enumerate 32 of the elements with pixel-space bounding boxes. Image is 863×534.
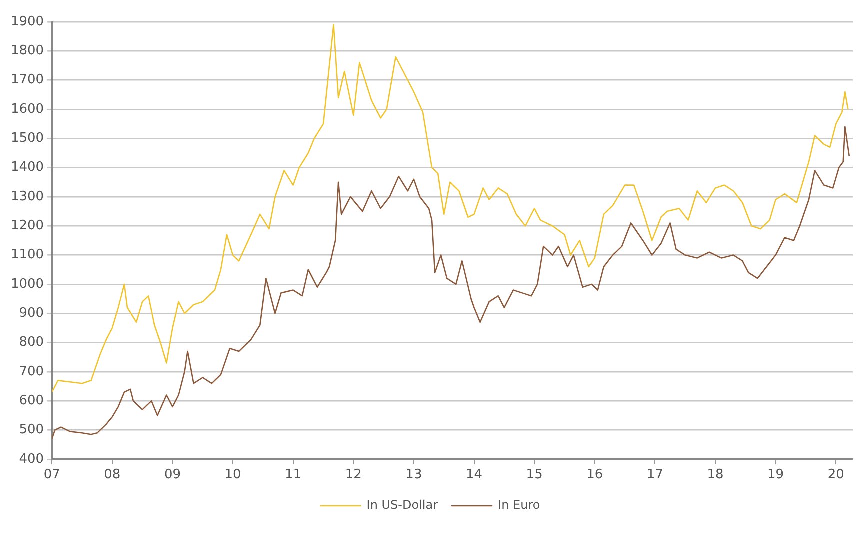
y-tick-label: 1600: [10, 102, 44, 117]
y-tick-label: 900: [19, 306, 44, 321]
x-tick-label: 16: [586, 468, 604, 483]
y-tick-label: 500: [19, 422, 44, 438]
y-tick-label: 800: [19, 335, 44, 350]
x-tick-label: 11: [285, 468, 302, 483]
y-tick-label: 1700: [10, 72, 44, 88]
x-tick-label: 20: [828, 468, 844, 483]
x-tick-label: 12: [345, 468, 362, 483]
x-tick-label: 08: [104, 468, 121, 483]
x-tick-label: 19: [768, 468, 784, 483]
y-tick-label: 1100: [10, 248, 44, 263]
x-tick-label: 07: [44, 468, 60, 483]
y-tick-label: 1300: [10, 189, 44, 204]
y-tick-label: 1400: [10, 160, 44, 176]
legend-label: In Euro: [498, 498, 540, 512]
y-tick-label: 1900: [10, 14, 44, 30]
legend-label: In US-Dollar: [366, 498, 438, 512]
y-tick-label: 1800: [10, 44, 44, 59]
x-tick-label: 09: [164, 468, 181, 483]
y-tick-label: 400: [19, 452, 44, 467]
x-tick-label: 15: [526, 468, 543, 483]
x-tick-label: 18: [707, 468, 724, 483]
y-tick-label: 700: [19, 364, 44, 380]
y-tick-label: 1000: [10, 276, 44, 292]
x-tick-label: 13: [406, 468, 422, 483]
y-tick-label: 1200: [10, 218, 44, 234]
x-tick-label: 17: [646, 468, 664, 483]
y-tick-label: 600: [19, 393, 44, 408]
y-tick-label: 1500: [10, 131, 44, 146]
x-tick-label: 10: [224, 468, 242, 483]
x-tick-label: 14: [466, 468, 483, 483]
